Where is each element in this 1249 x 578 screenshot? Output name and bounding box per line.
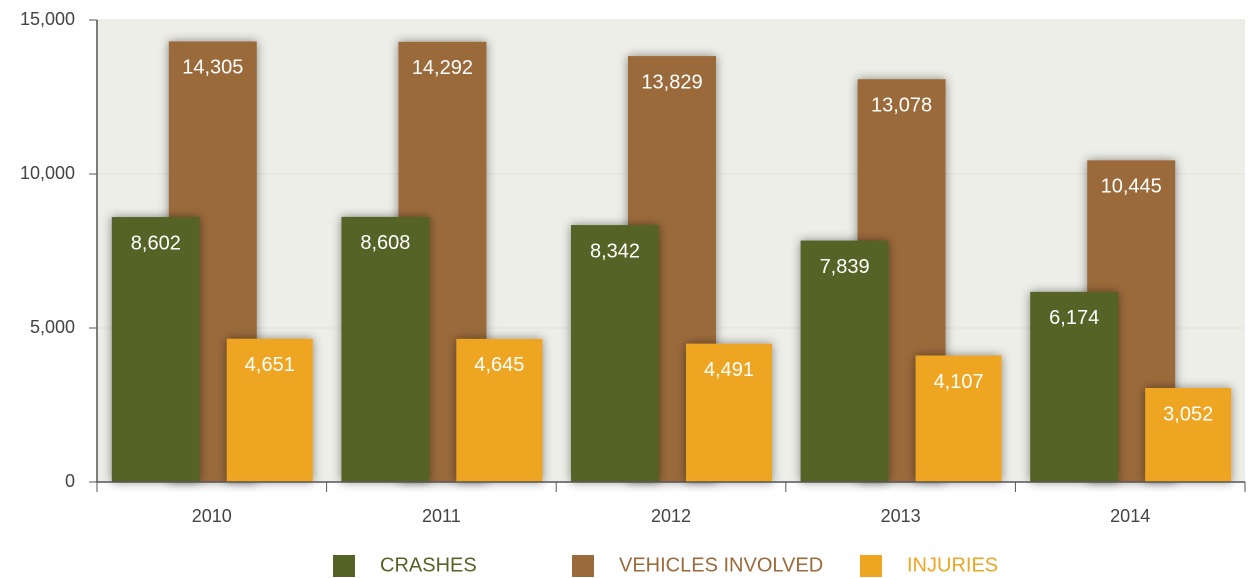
y-tick-label: 15,000 bbox=[20, 9, 75, 29]
legend-swatch bbox=[860, 555, 882, 577]
bar bbox=[456, 338, 543, 482]
y-tick-label: 5,000 bbox=[30, 317, 75, 337]
x-tick-label: 2013 bbox=[881, 506, 921, 526]
data-label: 7,839 bbox=[820, 256, 870, 278]
legend-label: CRASHES bbox=[380, 554, 477, 576]
data-label: 14,305 bbox=[182, 57, 243, 79]
x-tick-label: 2010 bbox=[192, 506, 232, 526]
legend-label: VEHICLES INVOLVED bbox=[619, 554, 823, 576]
data-label: 10,445 bbox=[1101, 176, 1162, 198]
data-label: 4,107 bbox=[934, 371, 984, 393]
legend-swatch bbox=[333, 555, 355, 577]
bar bbox=[915, 355, 1002, 482]
x-tick-label: 2011 bbox=[422, 506, 461, 526]
legend-swatch bbox=[572, 555, 594, 577]
data-label: 13,829 bbox=[641, 71, 702, 93]
x-tick-label: 2012 bbox=[651, 506, 691, 526]
data-label: 4,651 bbox=[245, 354, 295, 376]
bar bbox=[571, 225, 659, 482]
bar bbox=[1145, 387, 1232, 482]
data-label: 8,602 bbox=[131, 232, 181, 254]
data-label: 3,052 bbox=[1163, 403, 1213, 425]
x-tick-label: 2014 bbox=[1110, 506, 1150, 526]
legend-label: INJURIES bbox=[907, 554, 998, 576]
data-label: 4,645 bbox=[474, 354, 524, 376]
data-label: 4,491 bbox=[704, 359, 754, 381]
bar bbox=[226, 338, 313, 482]
data-label: 8,342 bbox=[590, 240, 640, 262]
bar bbox=[686, 343, 772, 482]
bar bbox=[800, 240, 889, 482]
data-label: 14,292 bbox=[412, 57, 473, 79]
y-tick-label: 10,000 bbox=[20, 163, 75, 183]
data-label: 6,174 bbox=[1049, 307, 1099, 329]
bar bbox=[341, 216, 430, 482]
y-tick-label: 0 bbox=[65, 471, 75, 491]
data-label: 13,078 bbox=[871, 94, 932, 116]
bar bbox=[1030, 291, 1119, 482]
data-label: 8,608 bbox=[360, 232, 410, 254]
bar bbox=[111, 217, 200, 482]
